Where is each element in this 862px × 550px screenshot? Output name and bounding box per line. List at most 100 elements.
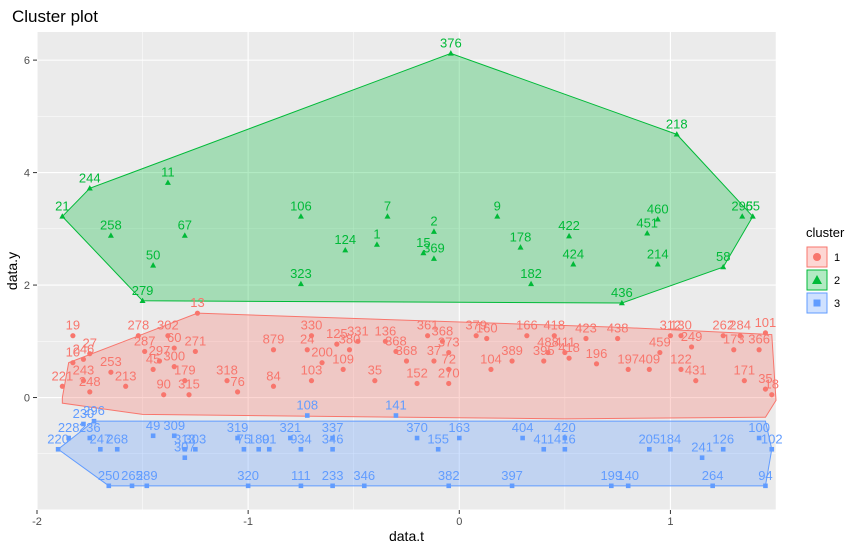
point-label: 253 — [100, 354, 122, 369]
point-label: 140 — [617, 468, 639, 483]
data-point — [393, 348, 399, 355]
point-label: 302 — [157, 318, 179, 333]
point-label: 376 — [440, 35, 462, 50]
point-label: 27 — [83, 336, 97, 351]
point-label: 300 — [163, 349, 185, 364]
point-label: 431 — [685, 363, 707, 378]
point-label: 436 — [611, 285, 633, 300]
point-label: 346 — [322, 431, 344, 446]
data-point — [484, 335, 490, 342]
data-point — [625, 483, 631, 489]
data-point — [80, 356, 87, 362]
point-label: 318 — [216, 363, 238, 378]
point-label: 488 — [537, 335, 559, 350]
grid-lines — [36, 32, 777, 511]
x-tick-label: 1 — [667, 516, 673, 528]
legend-label-1: 1 — [834, 252, 840, 264]
point-label: 11 — [161, 165, 175, 180]
data-point — [114, 446, 120, 452]
data-point — [165, 333, 171, 339]
data-point — [644, 230, 651, 236]
legend-symbol-1 — [813, 253, 821, 261]
data-point — [431, 358, 437, 364]
point-label: 418 — [558, 340, 580, 355]
data-point — [123, 383, 129, 389]
data-point — [171, 433, 177, 439]
point-label: 366 — [748, 332, 770, 347]
point-label: 395 — [533, 343, 555, 358]
point-label: 220 — [47, 431, 69, 446]
point-label: 197 — [617, 351, 639, 366]
point-label: 2 — [430, 214, 437, 229]
data-point — [403, 358, 410, 364]
point-label: 178 — [510, 229, 532, 244]
point-label: 379 — [465, 318, 487, 333]
point-label: 90 — [156, 377, 170, 392]
data-point — [430, 255, 437, 261]
data-point — [297, 280, 304, 287]
data-point — [106, 483, 112, 489]
data-point — [509, 483, 515, 489]
point-label: 104 — [480, 351, 502, 366]
data-point — [355, 338, 361, 344]
data-point — [330, 435, 335, 441]
point-label: 416 — [554, 431, 576, 446]
data-point — [308, 333, 315, 339]
x-tick-label: -1 — [243, 516, 253, 528]
data-point — [245, 483, 251, 489]
y-tick-label: 4 — [24, 168, 30, 180]
data-point — [618, 299, 625, 306]
data-point — [541, 358, 547, 364]
data-point — [372, 378, 378, 384]
legend-symbol-2 — [812, 275, 822, 284]
data-point — [308, 378, 315, 384]
data-point — [361, 483, 367, 489]
data-point — [446, 366, 452, 373]
data-point — [756, 347, 762, 353]
data-point — [266, 446, 272, 452]
point-label: 126 — [712, 431, 734, 446]
data-point — [439, 338, 445, 344]
data-point — [59, 383, 65, 389]
point-label: 35 — [368, 363, 382, 378]
point-label: 24 — [300, 332, 314, 347]
point-label: 84 — [266, 368, 280, 383]
data-point — [456, 435, 462, 441]
point-label: 278 — [127, 318, 149, 333]
point-label: 130 — [670, 318, 692, 333]
data-point — [108, 369, 114, 375]
data-point — [156, 358, 163, 364]
data-point — [87, 351, 93, 357]
point-label: 50 — [146, 247, 160, 262]
point-label: 205 — [638, 431, 660, 446]
data-point — [135, 333, 141, 339]
data-point — [528, 280, 535, 287]
y-tick-label: 6 — [24, 55, 30, 67]
data-point — [435, 446, 441, 452]
point-label: 122 — [670, 351, 692, 366]
data-point — [668, 446, 673, 452]
point-label: 214 — [647, 246, 669, 261]
data-point — [346, 347, 353, 353]
data-point — [446, 380, 452, 387]
data-point — [741, 378, 747, 384]
data-point — [710, 483, 715, 489]
point-label: 303 — [185, 431, 207, 446]
point-label: 155 — [427, 431, 449, 446]
y-tick-label: 2 — [24, 280, 30, 292]
data-point — [304, 413, 310, 418]
legend: cluster 1 2 3 — [806, 225, 845, 314]
point-label: 246 — [73, 341, 95, 356]
data-point — [91, 418, 97, 424]
point-label: 268 — [106, 431, 128, 446]
x-axis-label: data.t — [389, 528, 424, 544]
point-label: 37 — [427, 343, 441, 358]
data-point — [150, 433, 156, 439]
point-label: 65 — [746, 198, 760, 213]
point-label: 418 — [543, 318, 565, 333]
data-point — [129, 483, 135, 489]
point-label: 91 — [262, 431, 276, 446]
data-point — [570, 261, 577, 267]
point-label: 9 — [494, 198, 501, 213]
